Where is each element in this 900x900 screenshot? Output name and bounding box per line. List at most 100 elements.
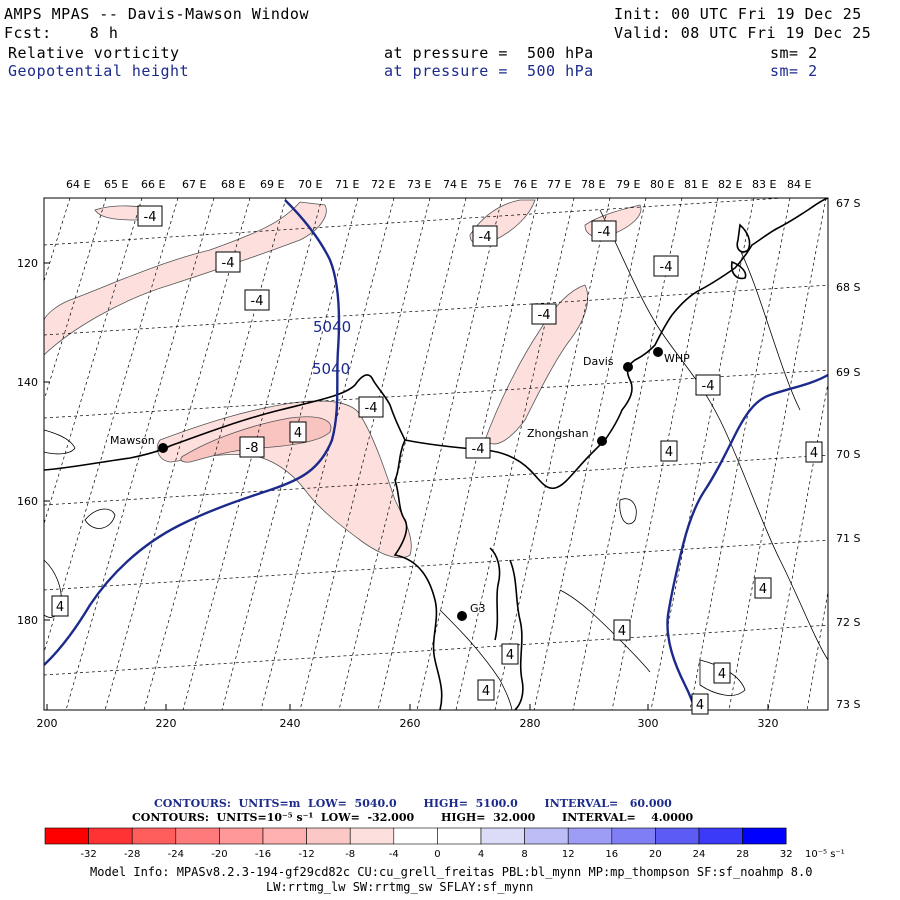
vorticity-label-box <box>501 643 519 665</box>
vorticity-label-box <box>244 289 270 311</box>
lat-label: 72 S <box>836 616 860 629</box>
vorticity-label-box <box>691 693 709 715</box>
meridian-line <box>689 198 791 710</box>
colorbar-tick-label: -20 <box>211 849 227 860</box>
lon-label: 79 E <box>616 178 640 191</box>
station-labels: Mawson Davis WHP Zhongshan G3 <box>110 352 690 615</box>
colorbar-tick-label: 12 <box>562 849 575 860</box>
vorticity-label: -4 <box>702 379 715 394</box>
vorticity-label: -8 <box>246 441 259 456</box>
vorticity-label: 4 <box>696 698 704 713</box>
vorticity-label: -4 <box>365 401 378 416</box>
vorticity-label: -4 <box>251 294 264 309</box>
colorbar-tick-label: 8 <box>521 849 527 860</box>
field2-name: Geopotential height <box>8 62 190 80</box>
colorbar-swatch <box>349 827 395 845</box>
vorticity-label: 4 <box>294 426 302 441</box>
lat-label: 68 S <box>836 281 860 294</box>
lat-label: 71 S <box>836 532 860 545</box>
station-zhongshan-marker <box>597 436 607 446</box>
station-label-whp: WHP <box>664 352 690 365</box>
vorticity-label: 4 <box>56 600 64 615</box>
vorticity-label: 4 <box>482 684 490 699</box>
grid-x-label: 320 <box>758 717 779 730</box>
model-title: AMPS MPAS -- Davis-Mawson Window <box>4 5 309 23</box>
colorbar-swatch <box>219 827 264 845</box>
station-markers <box>158 347 663 621</box>
colorbar-swatch <box>524 827 569 845</box>
colorbar-tick-label: 0 <box>434 849 440 860</box>
colorbar-ticks: -32 -28 -24 -20 -16 -12 -8 -4 0 4 8 12 16 20 24 28 32 <box>80 849 792 860</box>
meridian-line <box>44 198 179 654</box>
meridian-line <box>728 198 827 710</box>
colorbar-swatch <box>131 827 177 845</box>
colorbar-tick-label: 32 <box>780 849 793 860</box>
vorticity-label: 4 <box>718 667 726 682</box>
colorbar-swatch <box>698 827 743 845</box>
lat-label: 73 S <box>836 698 860 711</box>
colorbar <box>44 827 787 845</box>
vorticity-label-box <box>531 303 557 325</box>
colorbar-swatch <box>611 827 656 845</box>
lon-label: 83 E <box>752 178 776 191</box>
colorbar-swatch <box>262 827 307 845</box>
lon-label: 73 E <box>407 178 431 191</box>
bottom-grid-labels: 200 220 240 260 280 300 320 <box>37 717 779 730</box>
grid-y-label: 120 <box>17 257 38 270</box>
lon-label: 78 E <box>581 178 605 191</box>
meridian-line <box>299 198 431 710</box>
vorticity-label-box <box>660 440 678 462</box>
station-label-mawson: Mawson <box>110 434 155 447</box>
station-label-davis: Davis <box>583 355 614 368</box>
vorticity-contour-info: CONTOURS: UNITS=10⁻⁵ s⁻¹ LOW= -32.000 HI… <box>132 811 694 824</box>
vorticity-label-box <box>805 441 823 463</box>
meridian-line <box>143 198 287 710</box>
grid-x-label: 280 <box>520 717 541 730</box>
meridian-line <box>221 198 359 710</box>
vorticity-labels: -4 -4 -4 -4 -4 -4 -4 -8 -4 -4 -4 4 4 4 4 4 4 4 4 4 4 <box>51 205 823 715</box>
field1-level: at pressure = 500 hPa <box>384 44 594 62</box>
vorticity-label: 4 <box>618 624 626 639</box>
vorticity-label-box <box>239 436 265 458</box>
vorticity-label-box <box>51 595 69 617</box>
vorticity-negative-shading <box>44 199 642 559</box>
lon-label: 77 E <box>547 178 571 191</box>
station-label-g3: G3 <box>470 602 486 615</box>
vorticity-label-box <box>695 374 721 396</box>
vorticity-label: 4 <box>759 582 767 597</box>
vorticity-label-box <box>472 225 498 247</box>
colorbar-swatch <box>44 827 89 845</box>
colorbar-tick-label: -12 <box>298 849 314 860</box>
vorticity-label: -4 <box>538 308 551 323</box>
vorticity-label-box <box>465 437 491 459</box>
meridian-line <box>494 198 611 710</box>
vorticity-label-box <box>653 255 679 277</box>
colorbar-tick-label: 24 <box>693 849 706 860</box>
vorticity-label-box <box>137 205 163 227</box>
vorticity-label-box <box>477 679 495 701</box>
lon-label: 74 E <box>443 178 467 191</box>
vorticity-label-box <box>713 662 731 684</box>
model-info: Model Info: MPASv8.2.3-194-gf29cd82c CU:… <box>90 865 813 879</box>
field1-smooth: sm= 2 <box>770 44 818 62</box>
colorbar-unit: 10⁻⁵ s⁻¹ <box>805 849 845 860</box>
top-longitude-labels: 64 E 65 E 66 E 67 E 68 E 69 E 70 E 71 E … <box>66 178 811 191</box>
grid-x-label: 300 <box>638 717 659 730</box>
vorticity-label: -4 <box>222 256 235 271</box>
height-label: 5040 <box>312 360 350 378</box>
axis-ticks <box>44 262 769 710</box>
station-g3-marker <box>457 611 467 621</box>
grid-y-label: 140 <box>17 376 38 389</box>
lon-label: 68 E <box>221 178 245 191</box>
lon-label: 80 E <box>650 178 674 191</box>
height-labels: 5040 5040 <box>312 318 351 378</box>
station-mawson-marker <box>158 443 168 453</box>
vorticity-label-box <box>754 577 772 599</box>
vorticity-label-box <box>215 251 241 273</box>
geopotential-height-contours <box>44 199 828 710</box>
lon-label: 65 E <box>104 178 128 191</box>
model-info-physics: LW:rrtmg_lw SW:rrtmg_sw SFLAY:sf_mynn <box>266 880 534 894</box>
colorbar-tick-label: 20 <box>649 849 662 860</box>
colorbar-swatch <box>742 827 787 845</box>
valid-time: Valid: 08 UTC Fri 19 Dec 25 <box>614 24 872 42</box>
